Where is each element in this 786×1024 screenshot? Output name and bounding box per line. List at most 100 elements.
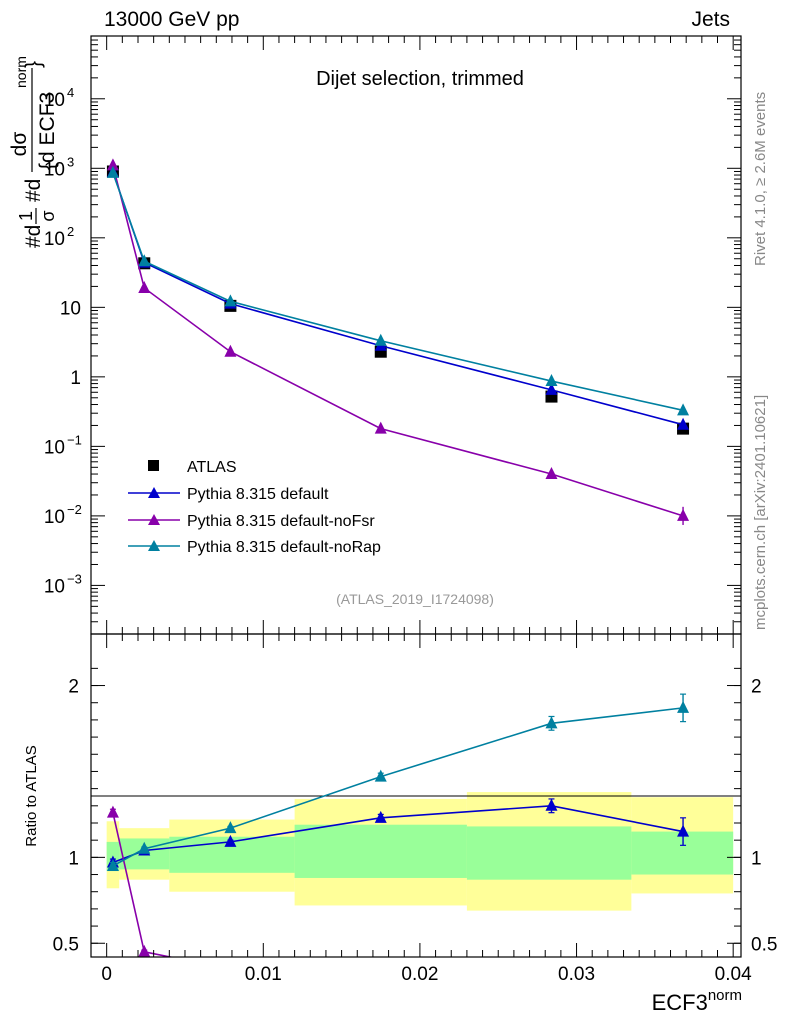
main-y-label: #d 1 σ #d dσ {d ECF3 norm } bbox=[8, 56, 59, 248]
main-series-layer bbox=[106, 158, 690, 525]
svg-text:#d: #d bbox=[22, 225, 45, 248]
observable-label: Jets bbox=[691, 8, 730, 31]
main-y-tick-label: 10 bbox=[60, 298, 81, 319]
legend-marker-atlas bbox=[148, 460, 159, 471]
legend-marker-default bbox=[148, 487, 160, 498]
ratio-y-tick-label: 0.5 bbox=[53, 934, 79, 955]
main-y-tick-label: 10 bbox=[44, 159, 65, 180]
ratio-point-pythia-8-315-default-nofsr bbox=[138, 944, 151, 957]
main-point-pythia-8-315-default-nofsr bbox=[106, 158, 119, 171]
main-y-tick-label: 10 bbox=[44, 229, 65, 250]
main-point-pythia-8-315-default bbox=[545, 382, 558, 395]
main-title: Dijet selection, trimmed bbox=[316, 68, 524, 90]
legend-entry-nofsr: Pythia 8.315 default-noFsr bbox=[128, 513, 375, 530]
legend-entry-norap: Pythia 8.315 default-noRap bbox=[128, 539, 381, 556]
ratio-y-axis: 0.5 0.5 1 1 2 2 bbox=[53, 667, 777, 955]
x-axis-label-sup: norm bbox=[708, 987, 742, 1004]
ratio-stat-uncertainty-band bbox=[466, 826, 632, 880]
main-y-tick-label: 10 bbox=[44, 576, 65, 597]
ylabel-part-a: #d bbox=[22, 225, 45, 248]
ratio-point-pythia-8-315-default-norap bbox=[224, 821, 237, 834]
analysis-watermark: (ATLAS_2019_I1724098) bbox=[336, 591, 494, 607]
ratio-line-pythia-8-315-default-nofsr bbox=[112, 812, 175, 957]
main-y-tick-label: 10 bbox=[44, 437, 65, 458]
ylabel-close: } bbox=[22, 61, 45, 68]
legend-label-atlas: ATLAS bbox=[187, 459, 237, 476]
ratio-panel: 0.5 0.5 1 1 2 2 0 0.01 0.02 0.03 0.04 Ratio to AT… bbox=[23, 633, 777, 1020]
x-axis-label: ECF3norm bbox=[652, 987, 742, 1015]
ylabel-frac1-num: 1 bbox=[16, 211, 36, 221]
main-y-tick-exponent: 2 bbox=[67, 224, 74, 239]
ratio-point-pythia-8-315-default bbox=[545, 798, 558, 811]
ylabel-frac1-den: σ bbox=[38, 210, 58, 221]
main-x-ticks bbox=[106, 36, 734, 634]
main-y-tick-label: 10 bbox=[44, 507, 65, 528]
ratio-plot-frame bbox=[90, 633, 742, 958]
ratio-point-pythia-8-315-default-nofsr bbox=[224, 962, 236, 974]
main-point-pythia-8-315-default-nofsr bbox=[545, 467, 558, 480]
main-point-pythia-8-315-default-norap bbox=[224, 294, 237, 307]
main-point-pythia-8-315-default-norap bbox=[677, 403, 690, 416]
main-point-pythia-8-315-default-nofsr bbox=[374, 421, 387, 434]
main-y-tick-exponent: −1 bbox=[67, 432, 82, 447]
ratio-point-pythia-8-315-default-norap bbox=[138, 841, 151, 854]
ratio-x-tick-label: 0.03 bbox=[558, 964, 595, 985]
ratio-x-tick-label: 0.04 bbox=[715, 964, 752, 985]
ratio-stat-uncertainty-band bbox=[631, 831, 734, 875]
ratio-stat-uncertainty-band bbox=[294, 824, 467, 878]
legend-entry-default: Pythia 8.315 default bbox=[128, 486, 329, 503]
main-point-pythia-8-315-default-nofsr bbox=[138, 280, 151, 293]
main-y-tick-label: 10 bbox=[44, 90, 65, 111]
ratio-y-tick-label: 1 bbox=[68, 848, 79, 869]
ratio-x-tick-label: 0 bbox=[101, 964, 112, 985]
legend-entry-atlas: ATLAS bbox=[148, 459, 237, 476]
ratio-x-tick-label: 0.02 bbox=[401, 964, 438, 985]
ratio-series-layer bbox=[106, 693, 690, 1020]
ylabel-part-b: #d bbox=[22, 179, 45, 202]
legend-label-default: Pythia 8.315 default bbox=[187, 486, 329, 503]
ratio-point-pythia-8-315-default-norap bbox=[677, 700, 690, 713]
ylabel-frac2-num: dσ bbox=[8, 132, 31, 157]
main-point-pythia-8-315-default-norap bbox=[106, 165, 119, 178]
ratio-y-tick-label-right: 1 bbox=[751, 848, 762, 869]
main-line-pythia-8-315-default-norap bbox=[112, 172, 684, 412]
x-axis-label-main: ECF3 bbox=[652, 990, 708, 1015]
energy-label: 13000 GeV pp bbox=[104, 8, 240, 31]
legend: ATLAS Pythia 8.315 default Pythia 8.315 … bbox=[128, 459, 381, 556]
ylabel-frac2-den: {d ECF3 bbox=[36, 92, 59, 170]
ratio-series-clipped bbox=[106, 693, 690, 1020]
main-point-pythia-8-315-default bbox=[677, 417, 690, 430]
ratio-point-pythia-8-315-default-norap bbox=[545, 716, 558, 729]
ratio-point-pythia-8-315-default-nofsr bbox=[375, 1002, 387, 1014]
ratio-point-pythia-8-315-default-nofsr bbox=[106, 805, 119, 818]
main-point-pythia-8-315-default-norap bbox=[545, 374, 558, 387]
ratio-point-pythia-8-315-default-norap bbox=[106, 858, 119, 871]
legend-marker-norap bbox=[148, 540, 160, 551]
ratio-point-pythia-8-315-default bbox=[677, 824, 690, 837]
main-line-pythia-8-315-default bbox=[112, 171, 684, 426]
ratio-line-pythia-8-315-default-norap bbox=[112, 707, 684, 867]
ratio-x-tick-label: 0.01 bbox=[245, 964, 282, 985]
ratio-y-tick-label-right: 0.5 bbox=[751, 934, 777, 955]
main-y-tick-exponent: −3 bbox=[67, 571, 82, 586]
ratio-point-pythia-8-315-default bbox=[224, 834, 237, 847]
ratio-y-tick-label: 2 bbox=[68, 677, 79, 698]
main-y-tick-exponent: −2 bbox=[67, 502, 82, 517]
legend-label-norap: Pythia 8.315 default-noRap bbox=[187, 539, 381, 556]
ratio-uncertainty-bands bbox=[106, 792, 734, 911]
ratio-point-pythia-8-315-default bbox=[374, 810, 387, 823]
main-y-tick-label: 1 bbox=[70, 368, 81, 389]
main-point-pythia-8-315-default-nofsr bbox=[224, 344, 237, 357]
ratio-y-tick-label-right: 2 bbox=[751, 677, 762, 698]
legend-label-nofsr: Pythia 8.315 default-noFsr bbox=[187, 513, 375, 530]
ratio-y-label: Ratio to ATLAS bbox=[23, 745, 40, 846]
main-point-pythia-8-315-default-norap bbox=[138, 254, 151, 267]
ratio-x-axis: 0 0.01 0.02 0.03 0.04 bbox=[101, 634, 752, 985]
main-y-tick-exponent: 3 bbox=[67, 154, 74, 169]
ratio-point-pythia-8-315-default-nofsr bbox=[545, 1008, 557, 1020]
ratio-point-pythia-8-315-default-norap bbox=[374, 769, 387, 782]
main-y-tick-exponent: 4 bbox=[67, 85, 74, 100]
